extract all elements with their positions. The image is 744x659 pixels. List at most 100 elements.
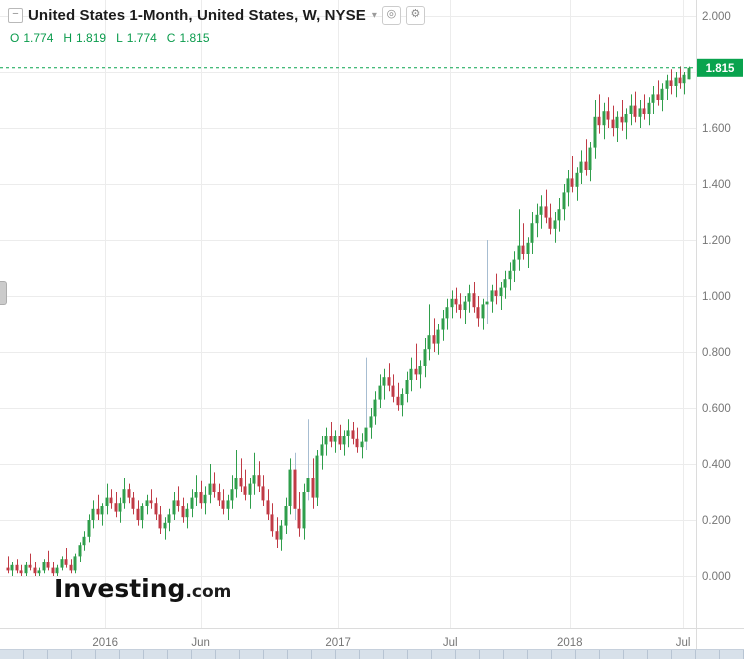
candle-body[interactable]: [373, 399, 377, 417]
candle-body[interactable]: [360, 441, 364, 448]
candle-body[interactable]: [611, 119, 615, 128]
candle-body[interactable]: [149, 500, 153, 504]
candle-body[interactable]: [167, 514, 171, 523]
candle-body[interactable]: [355, 438, 359, 448]
settings-icon[interactable]: ⚙: [405, 6, 425, 25]
candle-body[interactable]: [364, 427, 368, 442]
chart-scrollbar[interactable]: [0, 649, 744, 659]
candle-body[interactable]: [494, 290, 498, 296]
candle-body[interactable]: [423, 349, 427, 366]
candle-body[interactable]: [127, 489, 131, 498]
candle-body[interactable]: [387, 377, 391, 386]
candle-body[interactable]: [432, 335, 436, 344]
candle-body[interactable]: [647, 102, 651, 114]
candle-body[interactable]: [78, 545, 82, 557]
candle-body[interactable]: [584, 161, 588, 170]
candle-body[interactable]: [539, 206, 543, 215]
candle-body[interactable]: [69, 564, 73, 571]
candle-body[interactable]: [481, 304, 485, 319]
collapse-panel-icon[interactable]: −: [8, 8, 23, 23]
candle-body[interactable]: [131, 497, 135, 509]
candle-body[interactable]: [284, 506, 288, 526]
candle-body[interactable]: [615, 116, 619, 128]
candle-body[interactable]: [42, 562, 46, 571]
candle-body[interactable]: [346, 430, 350, 436]
candle-body[interactable]: [476, 307, 480, 319]
candle-body[interactable]: [212, 483, 216, 492]
candle-body[interactable]: [588, 147, 592, 170]
candle-body[interactable]: [100, 506, 104, 515]
candle-body[interactable]: [351, 430, 355, 439]
candle-body[interactable]: [270, 514, 274, 532]
candle-body[interactable]: [194, 492, 198, 498]
candle-body[interactable]: [10, 564, 14, 571]
candle-body[interactable]: [535, 214, 539, 224]
candle-body[interactable]: [503, 279, 507, 288]
candle-body[interactable]: [485, 301, 489, 305]
candle-body[interactable]: [665, 80, 669, 89]
candle-body[interactable]: [579, 161, 583, 173]
candle-body[interactable]: [91, 508, 95, 520]
candle-body[interactable]: [302, 492, 306, 529]
candle-body[interactable]: [499, 287, 503, 296]
candle-body[interactable]: [199, 492, 203, 504]
candle-body[interactable]: [136, 508, 140, 520]
candle-body[interactable]: [369, 416, 373, 428]
candle-body[interactable]: [414, 368, 418, 375]
candle-body[interactable]: [427, 335, 431, 350]
candle-body[interactable]: [454, 298, 458, 305]
candle-body[interactable]: [450, 298, 454, 308]
candle-body[interactable]: [382, 377, 386, 386]
candle-body[interactable]: [342, 436, 346, 445]
candle-body[interactable]: [243, 486, 247, 495]
candle-body[interactable]: [660, 88, 664, 100]
candle-body[interactable]: [239, 478, 243, 487]
candle-body[interactable]: [203, 494, 207, 504]
candle-body[interactable]: [638, 108, 642, 117]
candle-body[interactable]: [185, 508, 189, 518]
candle-body[interactable]: [526, 242, 530, 254]
candle-body[interactable]: [96, 508, 100, 515]
candle-body[interactable]: [508, 270, 512, 280]
candle-body[interactable]: [145, 500, 149, 506]
candle-body[interactable]: [6, 567, 10, 571]
candle-body[interactable]: [15, 564, 19, 571]
candle-body[interactable]: [248, 483, 252, 495]
candle-body[interactable]: [118, 503, 122, 512]
candle-body[interactable]: [28, 564, 32, 568]
candle-body[interactable]: [409, 368, 413, 380]
candle-body[interactable]: [279, 525, 283, 540]
candle-body[interactable]: [656, 94, 660, 100]
candle-body[interactable]: [629, 105, 633, 114]
candle-body[interactable]: [593, 116, 597, 148]
candle-body[interactable]: [624, 114, 628, 123]
candle-body[interactable]: [324, 436, 328, 445]
candle-body[interactable]: [633, 105, 637, 117]
candle-body[interactable]: [176, 500, 180, 506]
candle-body[interactable]: [463, 301, 467, 310]
candle-body[interactable]: [562, 192, 566, 210]
candle-body[interactable]: [37, 570, 41, 574]
candle-body[interactable]: [674, 77, 678, 86]
candlestick-series[interactable]: [6, 66, 691, 576]
candle-body[interactable]: [651, 94, 655, 103]
candle-body[interactable]: [566, 178, 570, 193]
candle-body[interactable]: [306, 478, 310, 492]
candle-body[interactable]: [418, 366, 422, 375]
candle-body[interactable]: [553, 220, 557, 229]
candle-body[interactable]: [51, 567, 55, 574]
candle-body[interactable]: [472, 293, 476, 308]
candle-body[interactable]: [122, 489, 126, 504]
candle-body[interactable]: [311, 478, 315, 498]
candle-body[interactable]: [140, 506, 144, 520]
candle-body[interactable]: [445, 307, 449, 319]
time-axis[interactable]: 2016 Jun 2017 Jul 2018 Jul: [92, 637, 690, 649]
candle-body[interactable]: [257, 475, 261, 487]
candle-body[interactable]: [154, 503, 158, 515]
candle-body[interactable]: [208, 483, 212, 495]
candle-body[interactable]: [24, 564, 28, 574]
candle-body[interactable]: [266, 500, 270, 515]
price-axis[interactable]: 2.000 1.600 1.400 1.200 1.000 0.800 0.600 0.400…: [697, 11, 743, 583]
candle-body[interactable]: [396, 396, 400, 406]
